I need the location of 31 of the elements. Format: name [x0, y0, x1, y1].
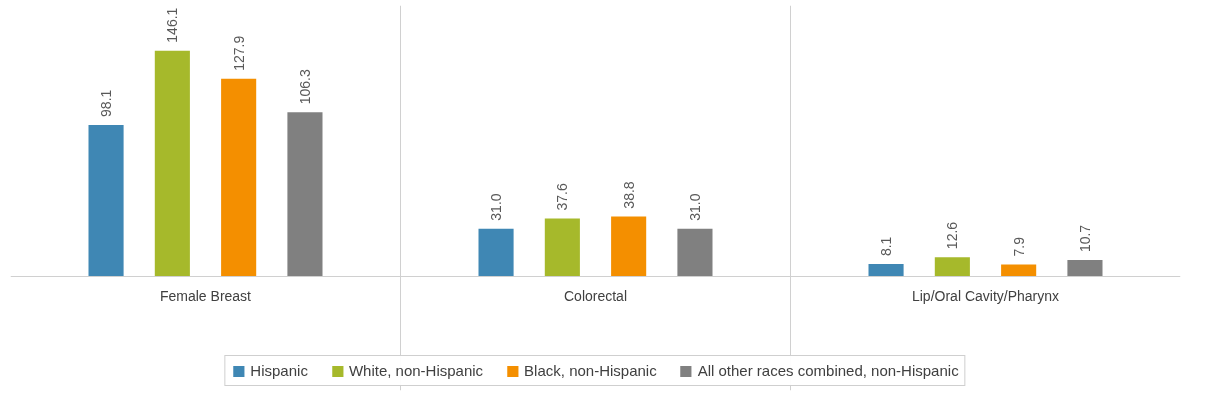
- data-label: 37.6: [554, 183, 571, 211]
- bar: [544, 218, 580, 277]
- data-label: 31.0: [686, 193, 703, 221]
- bar: [88, 124, 124, 277]
- x-tick-label: Female Breast: [159, 287, 252, 304]
- legend-label: White, non-Hispanic: [348, 362, 484, 379]
- bar: [221, 78, 257, 277]
- bar: [1001, 264, 1037, 277]
- x-tick-label: Colorectal: [563, 287, 628, 304]
- data-label: 31.0: [488, 193, 505, 221]
- data-label: 38.8: [620, 181, 637, 209]
- bar: [868, 264, 904, 277]
- legend-label: Hispanic: [250, 362, 308, 379]
- bar: [154, 50, 190, 277]
- data-label: 10.7: [1076, 224, 1093, 253]
- bar: [478, 228, 514, 277]
- data-label: 146.1: [164, 7, 181, 43]
- legend-label: All other races combined, non-Hispanic: [697, 362, 959, 379]
- bar: [611, 216, 647, 277]
- bar: [934, 257, 970, 277]
- legend-label: Black, non-Hispanic: [524, 362, 657, 379]
- bar: [287, 112, 323, 277]
- data-label: 12.6: [944, 221, 961, 250]
- x-tick-label: Lip/Oral Cavity/Pharynx: [911, 287, 1060, 304]
- data-label: 127.9: [230, 35, 247, 71]
- data-label: 106.3: [296, 68, 313, 105]
- data-label: 8.1: [878, 236, 895, 257]
- data-label: 98.1: [98, 89, 115, 117]
- data-label: 7.9: [1010, 236, 1027, 257]
- bar: [677, 228, 713, 277]
- bar: [1067, 260, 1103, 277]
